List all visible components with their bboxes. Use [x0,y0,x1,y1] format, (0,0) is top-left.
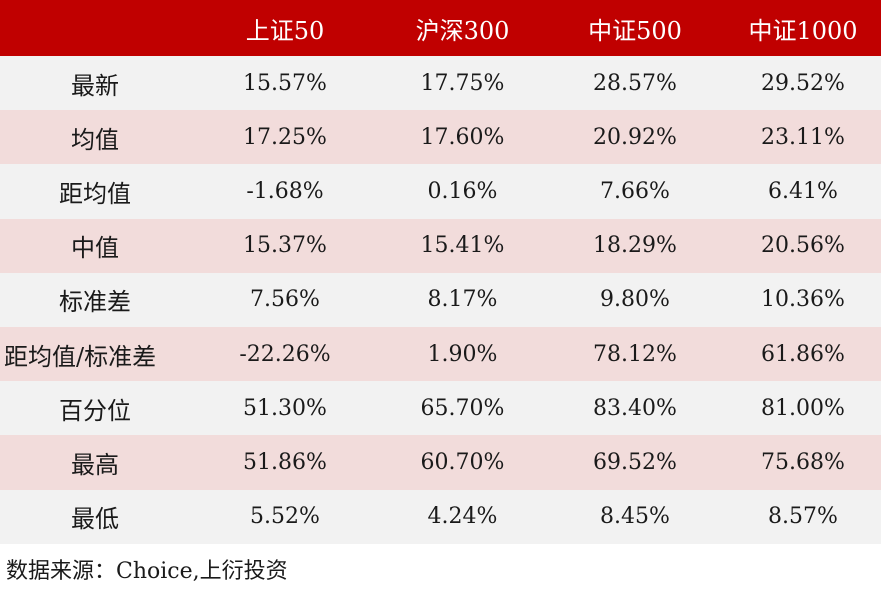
table-cell: 60.70% [420,449,505,475]
header-csi500: 中证500 [588,16,682,45]
table-cell: 23.11% [761,124,845,150]
header-corner [0,0,190,56]
table-cell: 61.86% [761,341,845,367]
table-cell: 9.80% [600,287,670,313]
table-row: 中值 15.37% 15.41% 18.29% 20.56% [0,218,881,273]
table-row: 距均值 -1.68% 0.16% 7.66% 6.41% [0,164,881,219]
table-cell: -22.26% [239,341,331,367]
table-cell: 29.52% [761,70,845,96]
table-cell: 65.70% [420,395,505,421]
table-cell: 83.40% [593,395,677,421]
table-cell: 15.37% [243,233,327,259]
table-header: 上证50 沪深300 中证500 中证1000 [0,0,881,56]
table-cell: 7.56% [250,287,320,313]
row-label: 距均值 [59,179,131,208]
table-cell: 8.57% [768,504,838,530]
table-row: 最低 5.52% 4.24% 8.45% 8.57% [0,489,881,544]
table-cell: 1.90% [427,341,498,367]
row-label: 标准差 [59,288,131,317]
row-label: 最低 [71,505,119,534]
row-label: 百分位 [59,396,131,425]
table-cell: 28.57% [593,70,677,96]
table-cell: 15.57% [243,70,327,96]
row-label: 最高 [71,450,119,479]
row-label: 中值 [71,234,119,263]
table-row: 最新 15.57% 17.75% 28.57% 29.52% [0,56,881,111]
table-cell: 7.66% [600,178,670,204]
table-cell: 15.41% [420,233,505,259]
table-cell: 81.00% [761,395,845,421]
row-label: 均值 [71,125,119,154]
table-row: 最高 51.86% 60.70% 69.52% 75.68% [0,435,881,490]
row-label: 距均值/标准差 [4,342,157,371]
data-source-note: 数据来源：Choice,上衍投资 [6,559,288,584]
table-cell: 20.92% [593,124,677,150]
table-cell: 17.60% [420,124,505,150]
table-cell: 75.68% [761,449,845,475]
table-cell: 10.36% [761,287,845,313]
table-cell: 6.41% [768,178,838,204]
table-cell: 78.12% [593,341,677,367]
table-cell: 17.75% [420,70,505,96]
table-body: 最新 15.57% 17.75% 28.57% 29.52% 均值 17.25%… [0,56,881,544]
table-cell: 51.30% [243,395,327,421]
table-cell: 20.56% [761,233,845,259]
table-row: 标准差 7.56% 8.17% 9.80% 10.36% [0,272,881,327]
header-csi1000: 中证1000 [748,16,858,45]
header-row: 上证50 沪深300 中证500 中证1000 [0,0,881,56]
table-row: 百分位 51.30% 65.70% 83.40% 81.00% [0,381,881,436]
row-label: 最新 [71,71,119,100]
table-cell: 69.52% [593,449,677,475]
table-cell: 8.45% [600,504,670,530]
table-cell: 8.17% [427,287,498,313]
table-cell: -1.68% [246,178,324,204]
valuation-stats-table: 上证50 沪深300 中证500 中证1000 最新 15.57% 17.75%… [0,0,881,544]
table-cell: 51.86% [243,449,327,475]
table-row: 均值 17.25% 17.60% 20.92% 23.11% [0,110,881,165]
table-cell: 0.16% [427,178,498,204]
table-row: 距均值/标准差 -22.26% 1.90% 78.12% 61.86% [0,326,881,382]
table-cell: 4.24% [427,504,498,530]
table-cell: 17.25% [243,124,327,150]
header-sse50: 上证50 [245,16,325,45]
table-cell: 5.52% [250,504,320,530]
header-csi300: 沪深300 [415,16,510,45]
table-cell: 18.29% [593,233,677,259]
